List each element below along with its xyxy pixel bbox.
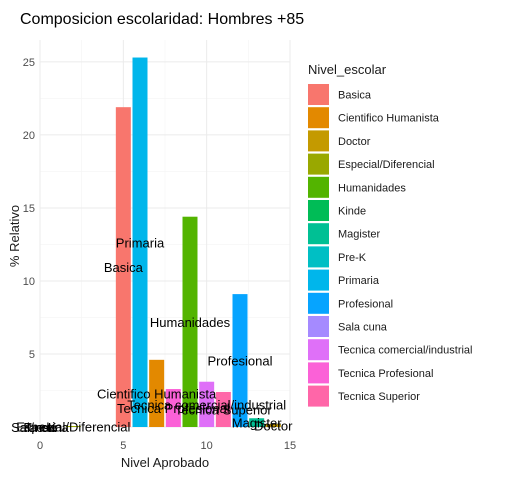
bar-magister <box>249 418 265 427</box>
legend-key <box>308 200 329 221</box>
bar-profesional <box>232 294 248 427</box>
legend: Nivel_escolar Basica Cientifico Humanista… <box>308 62 473 407</box>
legend-label: Tecnica Profesional <box>338 368 433 380</box>
legend-key <box>308 316 329 337</box>
bar-label: Tecnica Superior <box>175 402 272 417</box>
bar-label: Cientifico Humanista <box>97 386 217 401</box>
legend-label: Magister <box>338 229 381 241</box>
bar-label: Doctor <box>254 419 293 434</box>
bar-especial-diferencial <box>65 426 81 427</box>
bars-group <box>65 57 281 427</box>
legend-label: Tecnica Superior <box>338 391 420 403</box>
x-tick-label: 15 <box>284 440 296 452</box>
y-tick-label: 5 <box>29 349 35 361</box>
x-tick-label: 0 <box>37 440 43 452</box>
legend-label: Humanidades <box>338 182 406 194</box>
legend-key <box>308 362 329 384</box>
x-tick-labels: 0 5 10 15 <box>37 440 296 452</box>
bar-labels-group: Basica Cientifico Humanista Doctor Especial… <box>11 235 293 435</box>
bar-label: Tecnica Profesional <box>117 401 230 416</box>
bar-label: Tecnica comercial/industrial <box>127 397 286 412</box>
bar-basica <box>115 107 131 427</box>
bar-label: Pre-K <box>23 420 57 435</box>
bar-label: Especial/Diferencial <box>16 420 130 435</box>
legend-key <box>308 84 329 105</box>
bar-label: Profesional <box>207 354 272 369</box>
legend-label: Primaria <box>338 275 380 287</box>
legend-label: Basica <box>338 90 372 102</box>
legend-key <box>308 292 329 314</box>
legend-key <box>308 107 329 129</box>
legend-label: Tecnica comercial/industrial <box>338 345 473 357</box>
bar-cientifico-humanista <box>149 359 165 427</box>
legend-key <box>308 269 329 291</box>
y-tick-label: 25 <box>23 57 35 69</box>
legend-label: Sala cuna <box>338 322 388 334</box>
legend-key <box>308 153 329 175</box>
bar-tecnica-superior <box>215 391 231 427</box>
legend-label: Pre-K <box>338 252 367 264</box>
legend-key <box>308 339 329 361</box>
bar-label: Kinde <box>23 420 56 435</box>
chart-title: Composicion escolaridad: Hombres +85 <box>20 11 304 28</box>
y-tick-label: 15 <box>23 203 35 215</box>
bar-primaria <box>132 57 148 427</box>
y-tick-label: 20 <box>23 130 35 142</box>
bar-tecnica-profesional <box>165 389 181 427</box>
x-tick-label: 10 <box>201 440 213 452</box>
legend-label: Doctor <box>338 136 371 148</box>
bar-doctor <box>265 424 281 427</box>
legend-key <box>308 223 329 245</box>
legend-key <box>308 176 329 198</box>
bar-label: Humanidades <box>150 315 231 330</box>
legend-title: Nivel_escolar <box>308 62 387 77</box>
legend-key <box>308 246 329 268</box>
x-tick-label: 5 <box>120 440 126 452</box>
legend-key <box>308 130 329 152</box>
y-axis-title: % Relativo <box>7 205 22 267</box>
bar-label: Basica <box>104 260 144 275</box>
bar-label: Sala cuna <box>11 420 70 435</box>
bar-humanidades <box>182 216 198 427</box>
y-tick-label: 10 <box>23 276 35 288</box>
plot-panel <box>39 40 291 428</box>
y-tick-label: 0 <box>29 422 35 434</box>
legend-key <box>308 385 329 407</box>
legend-label: Profesional <box>338 298 393 310</box>
bar-label: Magister <box>232 416 283 431</box>
legend-label: Kinde <box>338 206 366 218</box>
bar-tecnica-comercial-industrial <box>199 381 215 427</box>
x-axis-title: Nivel Aprobado <box>121 455 209 470</box>
legend-label: Cientifico Humanista <box>338 113 440 125</box>
bar-label: Primaria <box>116 235 165 250</box>
legend-label: Especial/Diferencial <box>338 159 435 171</box>
y-tick-labels: 0 5 10 15 20 25 <box>23 57 35 434</box>
